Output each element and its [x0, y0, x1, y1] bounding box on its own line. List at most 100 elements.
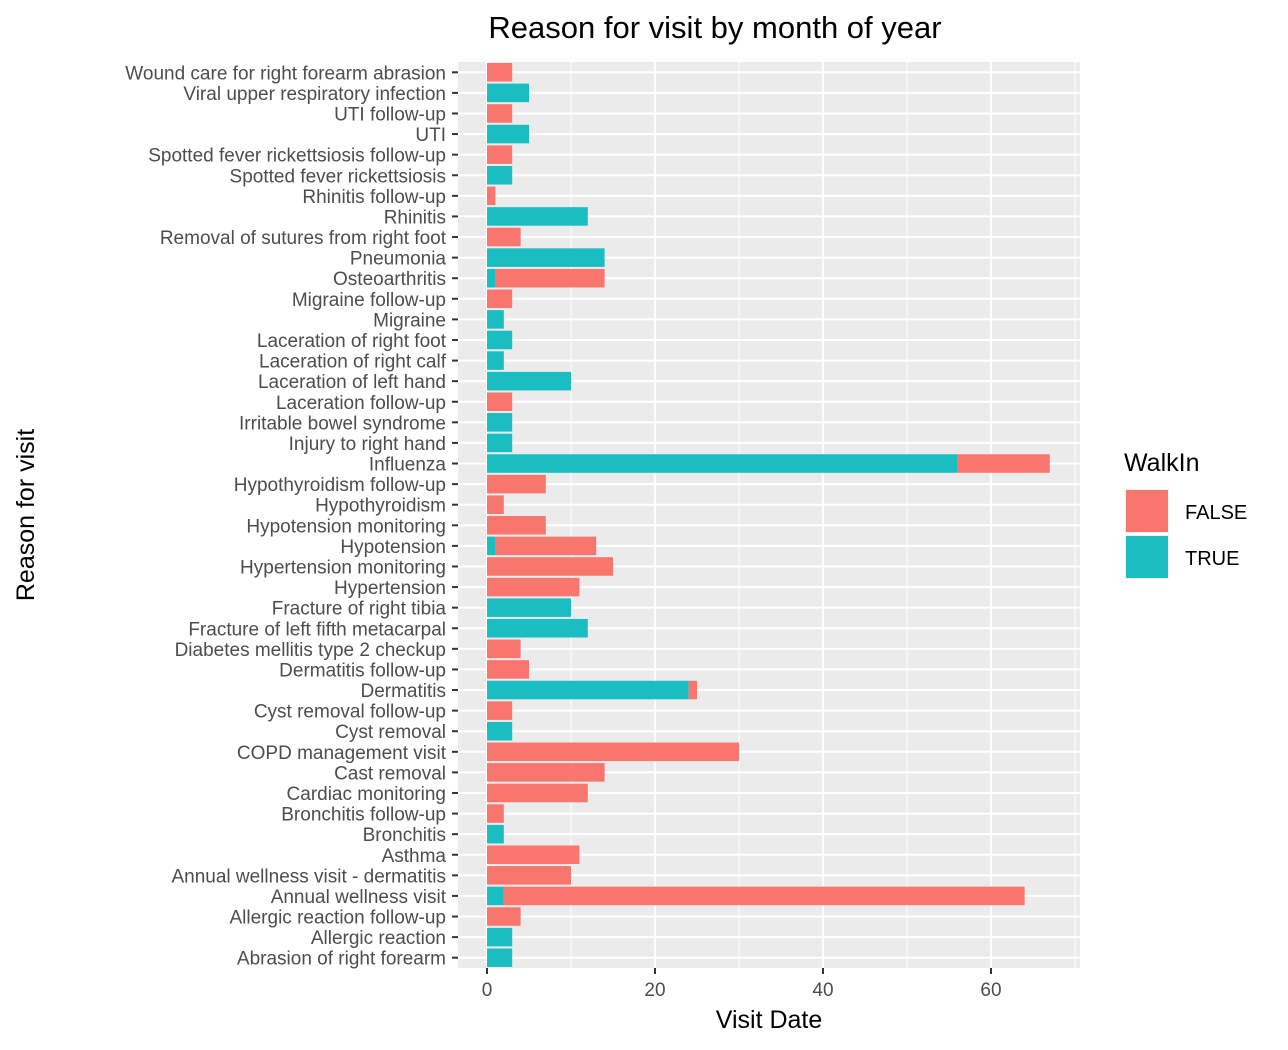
- legend-title: WalkIn: [1124, 449, 1199, 477]
- y-tick-label: Pneumonia: [350, 249, 447, 270]
- y-tick-label: Injury to right hand: [289, 434, 446, 455]
- bar-false: [487, 701, 513, 720]
- bar-false: [487, 495, 504, 514]
- y-tick-label: Cyst removal follow-up: [254, 702, 446, 723]
- y-tick-label: UTI: [415, 125, 446, 146]
- y-tick-label: COPD management visit: [237, 743, 447, 764]
- bar-false: [495, 268, 605, 288]
- y-tick-label: Migraine: [373, 310, 446, 331]
- y-tick-label: Bronchitis follow-up: [281, 805, 446, 826]
- bar-false: [487, 63, 513, 82]
- y-tick-label: Irritable bowel syndrome: [239, 413, 446, 434]
- bar-true: [487, 680, 689, 700]
- chart-title: Reason for visit by month of year: [488, 10, 941, 45]
- bar-true: [487, 330, 513, 350]
- bar-true: [487, 433, 513, 453]
- y-tick-label: Allergic reaction follow-up: [230, 908, 447, 929]
- legend-swatch-false: [1126, 490, 1168, 532]
- bar-true: [487, 83, 529, 103]
- y-tick-label: Migraine follow-up: [292, 290, 446, 311]
- bar-false: [495, 536, 597, 556]
- plot-panel: [458, 62, 1080, 968]
- y-axis-title: Reason for visit: [12, 429, 40, 601]
- bar-true: [487, 165, 513, 185]
- y-tick-label: Allergic reaction: [311, 928, 446, 949]
- y-tick-label: Dermatitis follow-up: [279, 660, 446, 681]
- y-tick-label: Bronchitis: [363, 825, 446, 846]
- bar-false: [487, 577, 580, 597]
- minor-gridlines: [570, 62, 1076, 968]
- bar-true: [487, 351, 504, 370]
- bar-false: [487, 660, 529, 679]
- bar-false: [487, 804, 504, 823]
- bar-true: [487, 413, 513, 432]
- y-tick-label: Hypothyroidism: [315, 496, 446, 517]
- bar-false: [487, 186, 496, 206]
- y-tick-label: Diabetes mellitis type 2 checkup: [175, 640, 446, 661]
- y-tick-label: Annual wellness visit - dermatitis: [171, 866, 446, 887]
- bar-false: [487, 557, 613, 576]
- bar-false: [487, 289, 513, 309]
- bar-false: [957, 454, 1050, 473]
- y-tick-label: Rhinitis: [384, 207, 446, 228]
- bar-true: [487, 371, 571, 391]
- bar-true: [487, 824, 504, 844]
- bar-false: [487, 845, 580, 865]
- y-tick-label: Spotted fever rickettsiosis: [230, 166, 446, 187]
- bar-false: [487, 783, 588, 803]
- bar-false: [487, 866, 571, 885]
- y-tick-label: Asthma: [382, 846, 447, 867]
- bar-true: [487, 948, 513, 967]
- y-tick-label: Removal of sutures from right foot: [160, 228, 447, 249]
- bar-false: [487, 763, 605, 782]
- legend-label-false: FALSE: [1185, 502, 1247, 524]
- y-tick-label: Fracture of left fifth metacarpal: [188, 619, 446, 640]
- y-tick-label: Cast removal: [334, 763, 446, 784]
- x-axis: 0 20 40 60: [482, 968, 1002, 1001]
- bar-false: [487, 392, 513, 412]
- y-tick-label: Hypotension monitoring: [246, 516, 446, 537]
- x-tick-label: 20: [644, 980, 665, 1001]
- y-tick-label: Spotted fever rickettsiosis follow-up: [148, 146, 446, 167]
- y-tick-label: Hypertension: [334, 578, 446, 599]
- bar-false: [487, 227, 521, 247]
- y-tick-label: Hypothyroidism follow-up: [234, 475, 446, 496]
- bar-true: [487, 886, 504, 906]
- y-tick-label: Laceration follow-up: [276, 393, 446, 414]
- y-tick-label: Hypertension monitoring: [240, 557, 446, 578]
- bar-false: [487, 742, 739, 762]
- y-tick-label: Dermatitis: [360, 681, 446, 702]
- bar-true: [487, 536, 496, 556]
- x-tick-label: 60: [980, 980, 1001, 1001]
- y-tick-label: Laceration of right calf: [259, 352, 447, 373]
- bar-true: [487, 248, 605, 267]
- bar-true: [487, 598, 571, 617]
- bar-true: [487, 721, 513, 741]
- y-tick-label: Laceration of right foot: [257, 331, 447, 352]
- x-axis-title: Visit Date: [716, 1006, 823, 1034]
- legend-label-true: TRUE: [1185, 548, 1239, 570]
- bar-false: [487, 145, 513, 164]
- y-tick-label: Rhinitis follow-up: [302, 187, 446, 208]
- bar-false: [487, 639, 521, 659]
- bar-false: [487, 907, 521, 926]
- y-tick-label: Fracture of right tibia: [272, 599, 447, 620]
- y-tick-label: Hypotension: [340, 537, 446, 558]
- bar-false: [688, 680, 697, 700]
- y-tick-label: Osteoarthritis: [333, 269, 446, 290]
- y-tick-label: Viral upper respiratory infection: [183, 84, 446, 105]
- y-tick-label: Cyst removal: [335, 722, 446, 743]
- bar-false: [487, 516, 546, 535]
- bar-true: [487, 268, 496, 288]
- bar-true: [487, 618, 588, 638]
- y-tick-label: Abrasion of right forearm: [237, 949, 446, 970]
- y-tick-label: Annual wellness visit: [271, 887, 447, 908]
- bar-false: [503, 886, 1025, 906]
- bar-false: [487, 474, 546, 494]
- legend-swatch-true: [1126, 536, 1168, 578]
- bar-true: [487, 124, 529, 144]
- bar-true: [487, 310, 504, 329]
- y-tick-label: Influenza: [369, 455, 447, 476]
